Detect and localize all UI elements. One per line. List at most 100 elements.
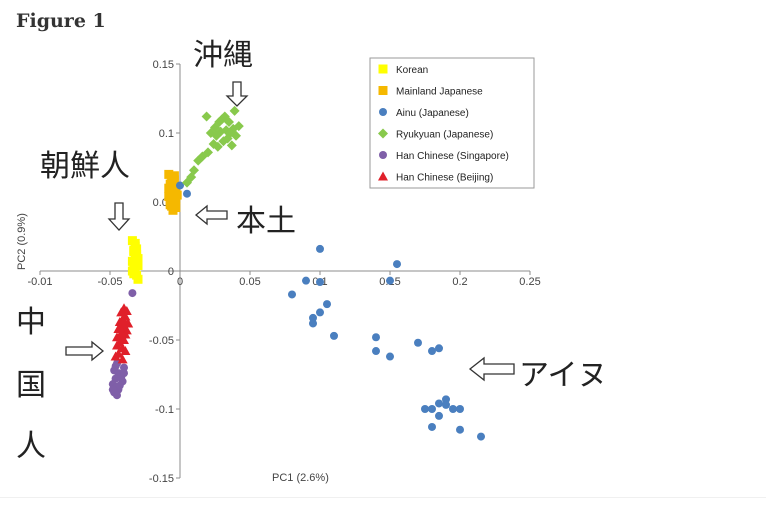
y-tick-label: 0.15	[153, 59, 174, 71]
point-ainu-japanese	[372, 333, 380, 342]
chinese-label-1: 中	[16, 305, 46, 340]
point-ryukyuan-japanese	[226, 140, 237, 151]
point-ryukyuan-japanese	[233, 121, 244, 132]
chinese-label-3: 人	[16, 429, 46, 464]
point-ainu-japanese	[372, 347, 380, 356]
y-tick-label: -0.15	[149, 473, 174, 485]
point-ainu-japanese	[449, 405, 457, 413]
point-korean	[130, 238, 140, 248]
point-ainu-japanese	[428, 422, 436, 431]
point-han-chinese-singapore	[120, 369, 128, 378]
point-ainu-japanese	[428, 405, 436, 413]
point-korean	[132, 244, 142, 254]
point-han-chinese-beijing	[116, 328, 127, 338]
arrow-left-icon	[468, 356, 515, 382]
series-ryukyuan-japanese	[182, 105, 244, 188]
point-ainu-japanese	[309, 319, 317, 328]
series-mainland-japanese	[164, 169, 182, 215]
point-han-chinese-beijing	[114, 322, 125, 332]
legend-marker	[378, 86, 388, 95]
annotation-okinawa: 沖縄	[193, 38, 253, 107]
annotation-mainland: 本土	[194, 204, 296, 239]
point-han-chinese-beijing	[110, 351, 121, 361]
point-ryukyuan-japanese	[186, 172, 197, 183]
point-ryukyuan-japanese	[201, 111, 212, 122]
y-axis-label: PC2 (0.9%)	[16, 213, 28, 270]
point-ryukyuan-japanese	[212, 141, 223, 152]
cropped-bottom-edge	[0, 497, 766, 511]
point-han-chinese-singapore	[113, 391, 121, 400]
series-ainu-japanese	[176, 181, 485, 441]
point-ainu-japanese	[435, 344, 443, 353]
tick-labels: -0.01-0.0500.050.10.150.20.250.150.10.05…	[27, 59, 540, 485]
okinawa-label: 沖縄	[193, 38, 253, 73]
point-ainu-japanese	[428, 347, 436, 356]
point-ainu-japanese	[288, 290, 296, 299]
legend-label: Ryukyuan (Japanese)	[396, 130, 493, 141]
point-han-chinese-singapore	[120, 363, 128, 372]
point-ryukyuan-japanese	[229, 105, 240, 116]
point-ainu-japanese	[414, 338, 422, 347]
legend-label: Han Chinese (Beijing)	[396, 173, 493, 184]
arrow-left-icon	[194, 204, 228, 226]
y-tick-label: 0.1	[159, 128, 174, 140]
point-ainu-japanese	[442, 400, 450, 409]
point-ainu-japanese	[477, 432, 485, 441]
legend-label: Mainland Japanese	[396, 87, 483, 98]
point-korean	[130, 249, 140, 259]
x-tick-label: -0.05	[97, 276, 122, 288]
legend-label: Korean	[396, 65, 428, 76]
point-ainu-japanese	[421, 405, 429, 413]
x-tick-label: -0.01	[27, 276, 52, 288]
point-ainu-japanese	[176, 181, 184, 190]
y-tick-label: -0.05	[149, 335, 174, 347]
ainu-label: アイヌ	[519, 358, 608, 393]
x-tick-label: 0.05	[239, 276, 260, 288]
point-korean	[127, 256, 137, 266]
legend-marker	[378, 64, 388, 74]
x-tick-label: 0.25	[519, 276, 540, 288]
legend-label: Han Chinese (Singapore)	[396, 151, 509, 162]
point-ainu-japanese	[330, 331, 338, 340]
point-han-chinese-beijing	[112, 340, 122, 350]
point-han-chinese-beijing	[120, 346, 131, 356]
legend-marker	[378, 171, 388, 181]
arrow-down-icon	[225, 81, 249, 107]
point-ainu-japanese	[386, 352, 394, 361]
x-axis-label: PC1 (2.6%)	[272, 472, 329, 484]
legend: Korean Mainland Japanese Ainu (Japanese) Ry…	[369, 57, 535, 189]
point-korean	[129, 269, 139, 279]
point-ainu-japanese	[456, 405, 464, 413]
point-mainland-japanese	[168, 205, 178, 215]
point-mainland-japanese	[169, 171, 179, 181]
point-ryukyuan-japanese	[222, 133, 233, 144]
legend-label: Ainu (Japanese)	[396, 108, 469, 119]
point-mainland-japanese	[164, 183, 174, 193]
legend-marker	[378, 128, 388, 139]
korean-label: 朝鮮人	[40, 149, 130, 184]
point-ryukyuan-japanese	[224, 116, 234, 127]
point-korean	[133, 255, 143, 265]
point-ainu-japanese	[456, 425, 464, 434]
point-ainu-japanese	[386, 276, 394, 285]
chinese-label-2: 国	[16, 368, 46, 403]
point-han-chinese-beijing	[117, 354, 128, 364]
point-ainu-japanese	[323, 300, 331, 309]
point-ainu-japanese	[316, 278, 324, 287]
point-han-chinese-singapore	[108, 385, 117, 394]
series-han-chinese-beijing	[110, 303, 134, 364]
point-han-chinese-singapore	[128, 289, 137, 298]
point-ainu-japanese	[435, 411, 443, 420]
point-ryukyuan-japanese	[197, 151, 208, 162]
legend-marker	[379, 151, 387, 159]
annotation-chinese: 中 国 人	[16, 305, 105, 464]
x-tick-label: 0.2	[452, 276, 467, 288]
point-ainu-japanese	[435, 399, 443, 408]
annotation-korean: 朝鮮人	[40, 149, 131, 231]
y-tick-label: -0.1	[155, 404, 174, 416]
y-tick-label: 0	[168, 266, 174, 278]
series-han-chinese-singapore	[108, 289, 137, 400]
point-ainu-japanese	[316, 308, 324, 317]
point-ainu-japanese	[183, 189, 191, 198]
point-han-chinese-beijing	[112, 332, 122, 342]
